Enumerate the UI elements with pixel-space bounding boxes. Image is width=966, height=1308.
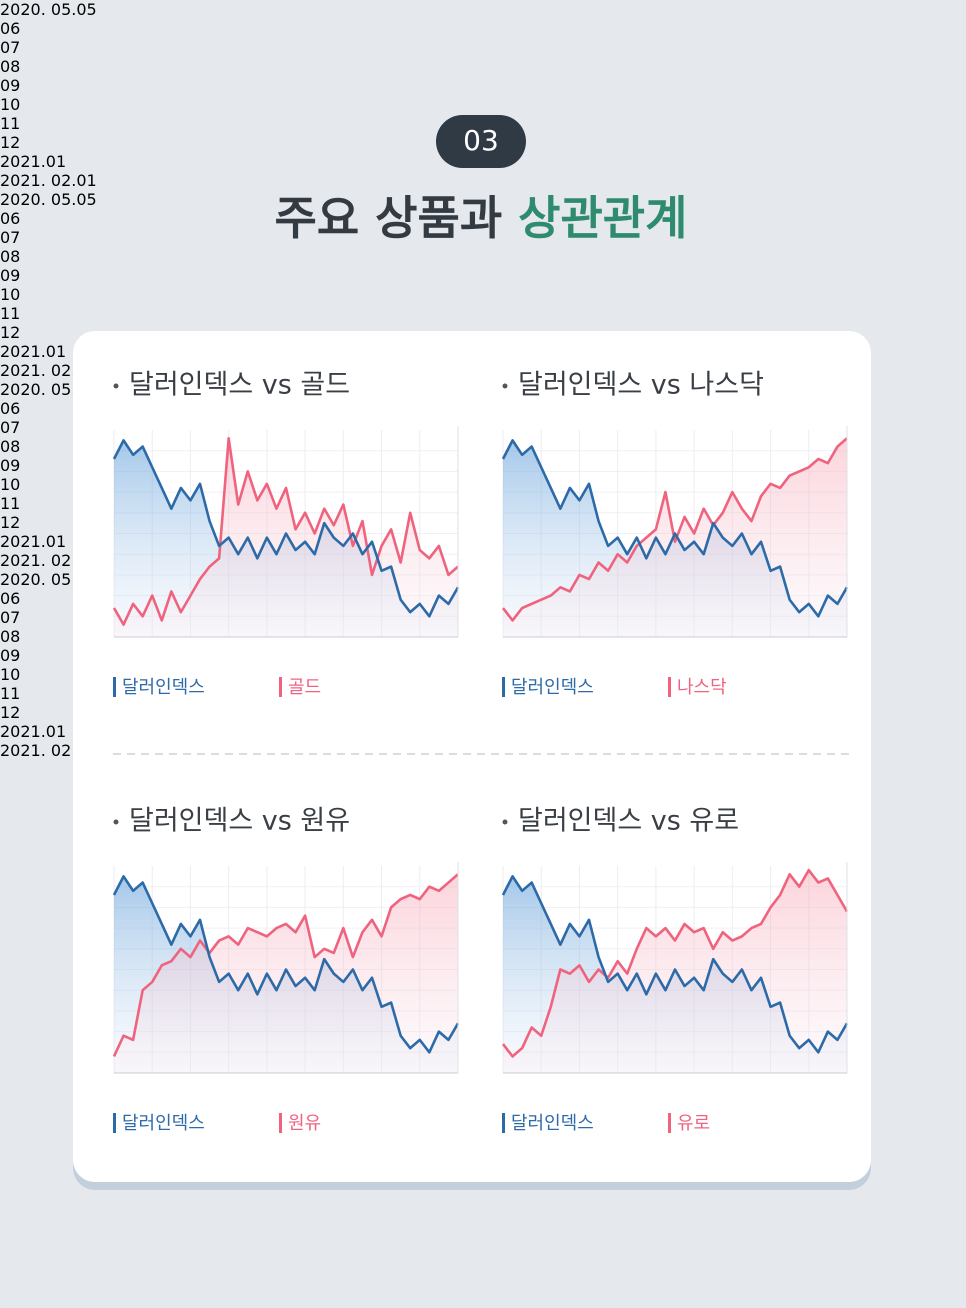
- line: [112, 436, 459, 626]
- x-tick-label: 06: [0, 19, 21, 38]
- line: [501, 439, 849, 618]
- x-tick-label: 08: [0, 627, 21, 646]
- x-tick-label: 2021.01: [0, 152, 67, 171]
- x-tick-label: 2021. 02.01: [0, 741, 97, 760]
- x-tick-label: 07: [0, 418, 21, 437]
- legend-label: 달러인덱스: [511, 1113, 594, 1134]
- x-tick-label: 10: [0, 285, 21, 304]
- line: [501, 868, 849, 1058]
- x-tick-label: 11: [0, 304, 21, 323]
- x-tick-label: 09: [0, 76, 21, 95]
- x-tick-label: 2021.01: [0, 722, 67, 741]
- line: [112, 439, 460, 618]
- bullet: [113, 383, 119, 389]
- x-tick-label: 09: [0, 646, 21, 665]
- legend-swatch: [113, 1113, 116, 1133]
- x-tick-label: 11: [0, 114, 21, 133]
- legend-swatch: [668, 677, 671, 697]
- legend-label: 나스닥: [677, 677, 727, 698]
- legend-swatch: [502, 677, 505, 697]
- title-main: 주요 상품과: [275, 191, 519, 245]
- chart-title: 달러인덱스 vs 유로: [518, 806, 739, 837]
- x-tick-label: 06: [0, 209, 21, 228]
- x-tick-label: 2021.01: [0, 342, 67, 361]
- legend-label: 달러인덱스: [122, 677, 205, 698]
- x-tick-label: 08: [0, 247, 21, 266]
- x-tick-label: 2021. 02.01: [0, 171, 97, 190]
- legend-swatch: [113, 677, 116, 697]
- chart-title: 달러인덱스 vs 골드: [129, 370, 350, 401]
- bullet: [502, 383, 508, 389]
- area: [503, 438, 847, 637]
- x-tick-label: 2020. 05.05: [0, 570, 97, 589]
- line: [501, 437, 848, 622]
- title-highlight: 상관관계: [518, 191, 687, 245]
- x-tick-label: 07: [0, 228, 21, 247]
- x-tick-label: 12: [0, 323, 21, 342]
- x-tick-label: 08: [0, 437, 21, 456]
- legend-swatch: [502, 1113, 505, 1133]
- x-tick-label: 11: [0, 494, 21, 513]
- area: [114, 874, 458, 1073]
- line: [112, 873, 459, 1057]
- x-tick-label: 06: [0, 399, 21, 418]
- badge-text: 03: [463, 124, 499, 157]
- page-title: 주요 상품과 상관관계: [275, 191, 688, 245]
- x-tick-label: 09: [0, 456, 21, 475]
- x-tick-label: 09: [0, 266, 21, 285]
- chart-title: 달러인덱스 vs 원유: [129, 806, 350, 837]
- legend-label: 원유: [288, 1113, 321, 1134]
- x-tick-label: 07: [0, 608, 21, 627]
- x-tick-label: 12: [0, 513, 21, 532]
- x-tick-label: 10: [0, 475, 21, 494]
- x-tick-label: 2021.01: [0, 532, 67, 551]
- area: [114, 438, 458, 637]
- x-tick-label: 2020. 05.05: [0, 190, 97, 209]
- legend-label: 유로: [677, 1113, 710, 1134]
- x-tick-label: 2021. 02.01: [0, 551, 97, 570]
- x-tick-label: 07: [0, 38, 21, 57]
- x-tick-label: 08: [0, 57, 21, 76]
- line: [501, 875, 849, 1054]
- bullet: [502, 819, 508, 825]
- x-tick-label: 11: [0, 684, 21, 703]
- x-tick-label: 12: [0, 703, 21, 722]
- x-tick-label: 12: [0, 133, 21, 152]
- badge: [436, 115, 526, 168]
- legend-label: 달러인덱스: [511, 677, 594, 698]
- bullet: [113, 819, 119, 825]
- legend-swatch: [668, 1113, 671, 1133]
- x-tick-label: 2020. 05.05: [0, 0, 97, 19]
- x-tick-label: 2020. 05.05: [0, 380, 97, 399]
- legend-label: 골드: [288, 677, 321, 698]
- chart-title: 달러인덱스 vs 나스닥: [518, 370, 764, 401]
- legend-swatch: [279, 677, 282, 697]
- x-tick-label: 06: [0, 589, 21, 608]
- x-tick-label: 10: [0, 665, 21, 684]
- x-tick-label: 10: [0, 95, 21, 114]
- line: [112, 875, 460, 1054]
- legend-swatch: [279, 1113, 282, 1133]
- x-tick-label: 2021. 02.01: [0, 361, 97, 380]
- legend-label: 달러인덱스: [122, 1113, 205, 1134]
